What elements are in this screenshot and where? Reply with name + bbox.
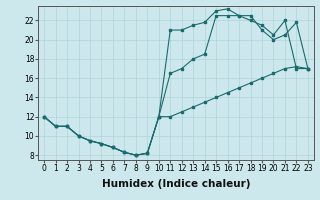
X-axis label: Humidex (Indice chaleur): Humidex (Indice chaleur) xyxy=(102,179,250,189)
